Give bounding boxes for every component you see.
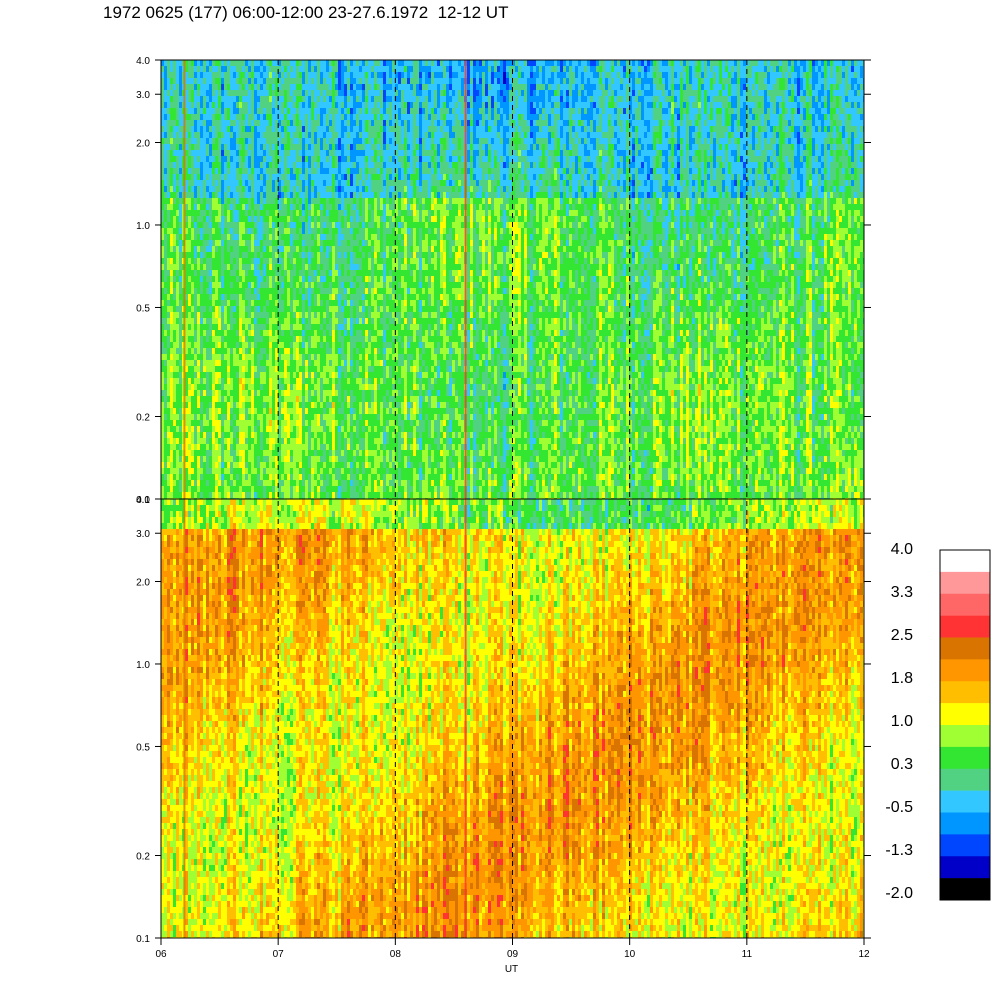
upper-heatmap-cells <box>161 60 864 499</box>
y-tick-label: 0.1 <box>136 934 150 945</box>
colorbar-swatch <box>940 746 990 770</box>
lower-spectrogram-panel <box>161 499 864 938</box>
colorbar-swatch <box>940 659 990 682</box>
colorbar-swatch <box>940 768 990 791</box>
y-tick-label: 0.2 <box>136 413 150 424</box>
upper-spectrogram-panel <box>161 60 864 499</box>
colorbar-label: 1.8 <box>891 670 913 687</box>
y-tick-label: 2.0 <box>136 138 150 149</box>
y-tick-label: 0.5 <box>136 742 150 753</box>
colorbar-swatch <box>940 812 990 835</box>
colorbar-swatch <box>940 571 990 595</box>
colorbar-label: 3.3 <box>891 584 913 601</box>
colorbar-label: -0.5 <box>885 799 913 816</box>
colorbar-swatch <box>940 878 990 901</box>
chart-title: 1972 0625 (177) 06:00-12:00 23-27.6.1972… <box>103 3 508 23</box>
colorbar-swatch <box>940 856 990 879</box>
y-tick-label: 0.2 <box>136 852 150 863</box>
axes-group: 4.03.02.01.00.50.20.14.03.02.01.00.50.20… <box>136 56 871 975</box>
y-tick-label: 3.0 <box>136 90 150 101</box>
y-tick-label: 3.0 <box>136 529 150 540</box>
colorbar-label: 4.0 <box>891 541 913 558</box>
colorbar: 4.0 3.3 2.5 1.8 1.0 0.3 -0.5 -1.3 -2.0 <box>885 541 991 902</box>
colorbar-swatch <box>940 593 990 616</box>
x-tick-label: 06 <box>155 949 167 960</box>
colorbar-frame <box>939 549 991 901</box>
y-tick-label: 4.0 <box>136 56 150 67</box>
y-tick-label: 0.1 <box>136 495 150 506</box>
colorbar-swatch <box>940 637 990 660</box>
colorbar-label: 1.0 <box>891 713 913 730</box>
colorbar-swatch <box>940 834 990 857</box>
x-axis-label: UT <box>505 964 518 975</box>
colorbar-label: -1.3 <box>885 842 913 859</box>
y-tick-label: 2.0 <box>136 577 150 588</box>
colorbar-swatch <box>940 703 990 726</box>
colorbar-swatch <box>940 615 990 638</box>
x-tick-label: 11 <box>742 949 753 960</box>
x-tick-label: 07 <box>273 949 285 960</box>
x-tick-label: 08 <box>390 949 402 960</box>
colorbar-swatch <box>940 790 990 813</box>
colorbar-swatch <box>940 725 990 748</box>
x-tick-label: 09 <box>507 949 519 960</box>
colorbar-label: -2.0 <box>885 885 913 902</box>
y-tick-label: 0.5 <box>136 303 150 314</box>
y-tick-label: 1.0 <box>136 221 150 232</box>
lower-heatmap-cells <box>161 499 864 938</box>
x-tick-label: 10 <box>624 949 636 960</box>
y-tick-label: 4.0 <box>136 495 150 506</box>
colorbar-swatch <box>940 550 990 573</box>
y-tick-label: 1.0 <box>136 660 150 671</box>
colorbar-label: 2.5 <box>891 627 913 644</box>
x-tick-label: 12 <box>858 949 870 960</box>
colorbar-swatch <box>940 681 990 704</box>
colorbar-label: 0.3 <box>891 756 913 773</box>
